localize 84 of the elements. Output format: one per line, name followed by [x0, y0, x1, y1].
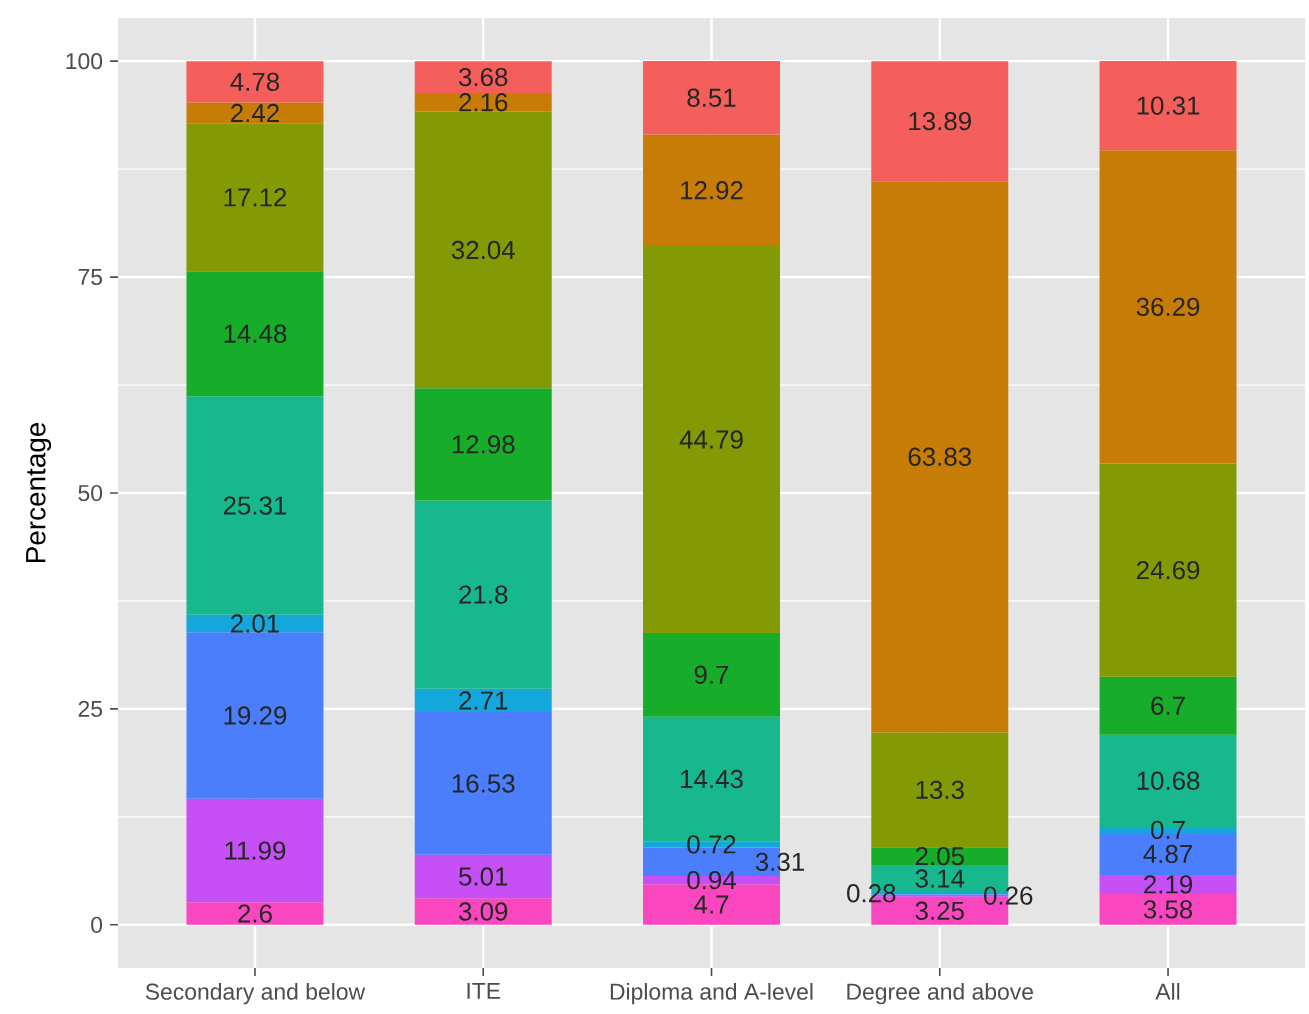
data-label: 2.19 — [1144, 875, 1193, 894]
bar — [186, 632, 324, 799]
bar — [871, 181, 1009, 733]
bar — [186, 61, 324, 103]
bar — [1099, 150, 1237, 464]
bar — [1099, 893, 1237, 925]
data-label: 2.42 — [231, 103, 279, 122]
bar — [414, 92, 552, 112]
data-label: 19.29 — [224, 706, 287, 725]
data-label: 63.83 — [908, 447, 972, 466]
data-label: 25.31 — [223, 496, 287, 515]
bar — [1099, 874, 1237, 894]
data-label: 13.3 — [916, 780, 964, 799]
data-label: 2.01 — [231, 614, 279, 633]
data-label: 0.7 — [1151, 820, 1185, 840]
bar — [1099, 463, 1237, 677]
data-label: 10.68 — [1137, 771, 1200, 790]
data-label: 21.8 — [459, 585, 508, 604]
bar — [414, 111, 552, 389]
data-label: 44.79 — [679, 430, 743, 449]
data-label: 3.25 — [915, 901, 964, 920]
data-label: 0.72 — [687, 835, 736, 854]
data-label: 0.94 — [687, 870, 736, 890]
x-tick-label: All — [1155, 983, 1180, 1000]
y-tick-label: 100 — [66, 53, 103, 70]
data-label: 14.43 — [681, 769, 743, 789]
data-label: 5.01 — [459, 867, 508, 886]
data-label: 14.48 — [224, 324, 287, 343]
x-tick-label: Diploma and A-level — [610, 983, 813, 1005]
data-label: 2.71 — [459, 691, 508, 710]
bar — [414, 61, 552, 93]
x-tick-label: ITE — [467, 983, 501, 999]
data-label: 3.58 — [1143, 900, 1193, 919]
data-label: 3.14 — [915, 869, 965, 888]
data-label: 32.04 — [451, 240, 515, 260]
data-label: 9.7 — [694, 665, 729, 684]
x-tick-label: Degree and above — [847, 983, 1033, 1005]
bar — [186, 396, 324, 615]
bar — [414, 500, 552, 689]
bar — [414, 854, 552, 899]
data-label: 3.31 — [755, 852, 804, 871]
bar — [414, 898, 552, 925]
bar — [871, 61, 1009, 182]
data-label: 17.12 — [224, 188, 287, 207]
data-label: 13.89 — [909, 111, 971, 131]
bar — [186, 123, 324, 272]
bar — [871, 847, 1009, 865]
data-label: 3.09 — [459, 902, 508, 921]
bar — [186, 271, 324, 397]
data-label: 2.16 — [459, 93, 508, 112]
data-label: 2.05 — [915, 846, 964, 866]
data-label: 16.53 — [452, 774, 515, 793]
data-label: 3.68 — [459, 67, 508, 87]
bar — [1099, 61, 1237, 151]
x-tick-label: Secondary and below — [145, 983, 366, 1005]
data-label: 10.31 — [1137, 96, 1200, 115]
bar — [643, 246, 780, 633]
bar — [186, 798, 324, 903]
data-label: 36.29 — [1136, 297, 1200, 316]
data-label: 6.7 — [1151, 696, 1185, 715]
bar — [1099, 676, 1237, 735]
bar — [186, 102, 324, 124]
bar — [643, 134, 780, 247]
bar — [414, 688, 552, 713]
y-tick-label: 75 — [78, 269, 103, 286]
data-label: 4.7 — [694, 895, 729, 914]
y-axis-title: Percentage — [26, 422, 52, 563]
bar — [871, 732, 1009, 848]
data-label: 12.98 — [452, 435, 515, 454]
data-label: 2.6 — [238, 904, 272, 923]
data-label: 12.92 — [681, 181, 743, 200]
data-label: 4.87 — [1143, 844, 1192, 864]
bar — [643, 632, 780, 717]
bar — [186, 902, 324, 925]
y-tick-label: 25 — [78, 700, 103, 718]
data-label: 4.78 — [230, 72, 280, 91]
bar — [414, 388, 552, 501]
y-tick-label: 0 — [91, 916, 103, 933]
bar — [643, 61, 780, 135]
data-label: 24.69 — [1136, 560, 1200, 580]
y-tick-label: 50 — [78, 484, 103, 502]
data-label: 8.51 — [687, 88, 736, 107]
data-label: 11.99 — [225, 841, 286, 860]
bar — [414, 712, 552, 855]
